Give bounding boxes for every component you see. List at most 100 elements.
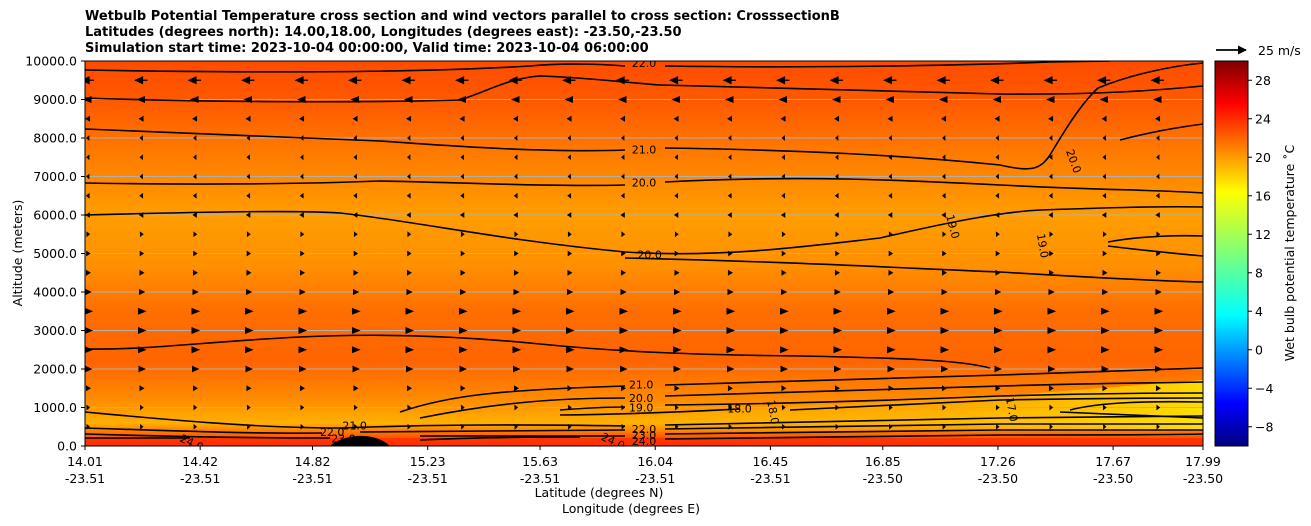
wind-vector [241,76,255,85]
wind-vector [512,326,522,335]
wind-vector [1048,269,1054,276]
wind-vector [888,231,893,238]
wind-vector [728,404,733,411]
wind-vector [460,135,464,141]
wind-vector [942,154,946,161]
wind-vector [620,192,625,199]
wind-vector [513,365,521,373]
wind-vector [562,76,576,85]
wind-vector [941,288,948,296]
wind-vector [1101,288,1109,296]
wind-vector [620,212,625,218]
wind-vector [246,250,252,257]
wind-vector [192,288,199,296]
wind-vector [673,288,681,296]
contour-17 [1069,400,1203,411]
wind-vector [674,250,680,257]
wind-vector [1154,326,1164,335]
contour-19-right [1107,234,1203,243]
wind-vector [887,365,895,373]
wind-vector [942,250,947,257]
wind-vector [85,95,92,104]
wind-vector [940,326,950,335]
contour-labels: 22.021.020.020.019.019.020.021.020.019.0… [178,61,1084,448]
wind-vector [941,365,949,373]
wind-vector [245,115,251,122]
wind-vector [990,76,1004,85]
wind-vector [513,212,518,218]
wind-vector [674,173,678,180]
wind-vector [941,115,947,122]
wind-vector [1049,154,1053,161]
wind-vector [1102,231,1107,238]
wind-vector [191,346,201,354]
wind-vector [620,288,627,296]
wind-vector [778,95,788,104]
wind-vector [193,135,197,141]
wind-vector [887,288,895,296]
wind-vector [619,307,629,315]
colorbar-ticks: 28 24 20 16 12 8 4 0 −4 −8 [1248,73,1273,434]
wind-vector [1102,269,1108,276]
quiver-key-label: 25 m/s [1258,43,1301,58]
wind-vector [134,76,148,85]
wind-vector [1049,135,1053,141]
wind-vector [299,115,305,122]
wind-vector [834,365,842,373]
wind-vector [350,95,360,104]
wind-vector [138,365,146,373]
wind-vector [995,250,1001,257]
wind-vector [1155,385,1161,392]
wind-vector [996,423,1000,430]
y-axis-label: Altitude (meters) [10,200,25,307]
wind-vector [728,173,732,180]
wind-vector [1155,365,1163,373]
contour-label: 24.0 [632,435,657,448]
contour-17-b [1059,411,1203,419]
wind-vector [727,192,732,199]
wind-vector [85,269,91,276]
wind-vector [620,115,626,122]
contour-label: 17.0 [1003,396,1020,422]
contour-label: 22.0 [320,426,345,439]
wind-vector [514,404,519,411]
wind-vector [192,269,198,276]
wind-vector [406,212,411,218]
y-tick-label: 0.0 [57,439,77,454]
wind-vector [941,212,946,218]
wind-vector [407,135,411,141]
x-tick-label-lat: 17.67 [1095,454,1131,469]
colorbar-tick-label: 28 [1255,73,1271,88]
wind-vector [461,423,465,430]
wind-vector [1155,269,1161,276]
title-line-1: Wetbulb Potential Temperature cross sect… [85,9,840,24]
wind-vector [137,307,147,315]
wind-vector [300,404,305,411]
colorbar-tick-label: −8 [1255,419,1273,434]
wind-vector [567,250,573,257]
wind-vector [245,288,253,296]
wind-vector [139,269,145,276]
wind-vector [455,76,469,85]
y-axis: 0.0 1000.0 2000.0 3000.0 4000.0 5000.0 6000.0 7… [25,54,85,454]
wind-vector [1048,212,1053,218]
wind-vector [407,423,411,430]
wind-vector [1156,173,1160,180]
contour-label: 18.0 [764,399,781,425]
y-tick-label: 6000.0 [33,208,77,223]
wind-vector [1043,76,1057,85]
wind-vector [936,76,950,85]
wind-vector [835,231,840,238]
wind-vector [510,95,520,104]
x-tick-label-lat: 15.23 [410,454,446,469]
wind-vector [994,115,1000,122]
wind-vector [244,307,254,315]
colorbar [1214,60,1249,447]
wind-vector [621,154,625,161]
wind-vector [1101,365,1109,373]
contour-19 [85,205,1203,255]
wind-vector [1100,307,1110,315]
wind-vector [407,173,411,180]
wind-vector [669,76,683,85]
wind-vector [995,135,999,141]
